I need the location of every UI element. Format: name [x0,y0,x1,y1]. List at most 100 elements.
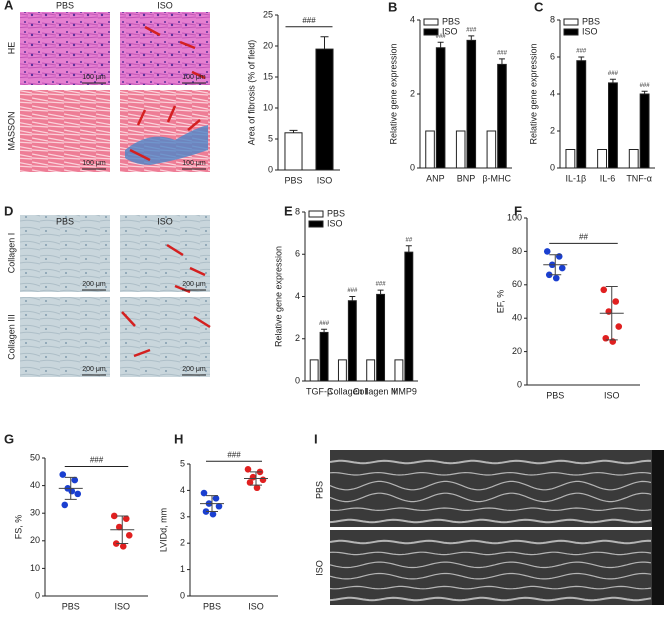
significance-label: ### [227,450,241,459]
y-tick-label: 0 [180,590,185,600]
y-tick-label: 0 [550,162,555,172]
dot [612,298,620,305]
x-tick-label: Collagen III [353,386,399,396]
sd-bar [549,254,562,276]
fibrosis-stain [125,125,208,165]
row-label: ISO [314,560,324,576]
legend-swatch [423,28,439,36]
x-tick-label: β-MHC [482,173,511,183]
dot [200,489,208,497]
dot [59,471,67,478]
significance-label: ### [376,282,387,288]
x-tick-label: ISO [248,601,264,611]
bar [315,48,334,171]
y-tick-label: 15 [263,71,273,81]
y-tick-label: 5 [180,458,185,468]
column-label: PBS [56,216,74,226]
dot [68,487,76,495]
dot [244,465,252,473]
bar [284,132,303,171]
micrograph [120,297,210,377]
panel-letter: E [284,203,293,218]
error-bar [498,58,505,65]
panel-letter: B [388,0,397,14]
x-tick-label: PBS [284,175,302,185]
error-bar [321,328,328,333]
error-bar [289,129,298,133]
y-tick-label: 50 [30,452,40,462]
y-tick-label: 20 [30,535,40,545]
legend-swatch [308,220,324,228]
y-tick-label: 6 [550,51,555,61]
x-tick-label: TGF-β [306,386,332,396]
dot [115,523,123,531]
significance-label: ## [579,233,588,242]
y-tick-label: 25 [263,9,273,19]
legend-label: PBS [442,16,460,26]
echo-trace [329,596,652,602]
y-tick-label: 4 [410,14,415,24]
error-bar [641,90,648,94]
column-label: PBS [56,0,74,10]
y-tick-label: 5 [268,133,273,143]
bar [347,300,357,382]
legend-swatch [563,18,579,26]
echo-trace [329,471,652,476]
bar [394,359,404,382]
bar [639,93,650,169]
dot [246,479,254,486]
scale-bars [82,82,206,170]
legend-label: ISO [442,26,458,36]
x-tick-label: ISO [604,390,620,400]
dot [543,248,551,255]
x-tick-label: ANP [426,173,445,183]
sd-bar [116,515,129,545]
panel-letter: C [534,0,544,14]
y-tick-label: 80 [512,246,522,256]
column-label: ISO [157,0,173,10]
echo-trace [329,539,652,545]
scale-bars [82,289,206,376]
bar [576,60,587,169]
bar [565,149,576,169]
bar [486,130,497,169]
y-tick-label: 60 [512,279,522,289]
panel-letter: G [4,431,14,446]
bar [497,63,507,169]
x-tick-label: BNP [457,173,476,183]
error-bar [377,289,384,295]
x-tick-label: IL-1β [565,173,586,183]
y-axis-label: FS, % [13,515,23,540]
y-tick-label: 10 [263,102,273,112]
image-panel-a: PBS ISO HE MASSON 100 μm 100 μm 100 μm 1… [6,0,210,172]
row-label: MASSON [6,111,16,150]
y-tick-label: 0 [410,162,415,172]
bar [628,149,639,169]
significance-label: ### [436,34,447,40]
scale-label: 100 μm [182,74,206,81]
dot [119,543,127,550]
panel-letter: I [314,431,318,446]
scale-label: 200 μm [182,281,206,288]
sd-bar [250,471,262,486]
x-tick-label: ISO [317,175,333,185]
panel-letter: A [4,0,14,12]
error-bar [320,36,329,50]
image-panel-d: PBS ISO Collagen I Collagen III 200 μm 2… [6,215,211,377]
x-tick-label: PBS [62,601,80,611]
arrows [121,243,211,358]
y-tick-label: 20 [263,40,273,50]
y-tick-label: 30 [30,508,40,518]
y-tick-label: 4 [295,291,300,301]
bar [319,331,329,382]
dot [605,308,613,315]
bar [597,149,608,169]
dot [125,531,133,539]
bar [404,251,414,382]
bar [366,359,376,382]
dot [253,484,261,492]
y-tick-label: 2 [550,125,555,135]
legend-swatch [308,210,324,218]
dot [615,323,623,330]
